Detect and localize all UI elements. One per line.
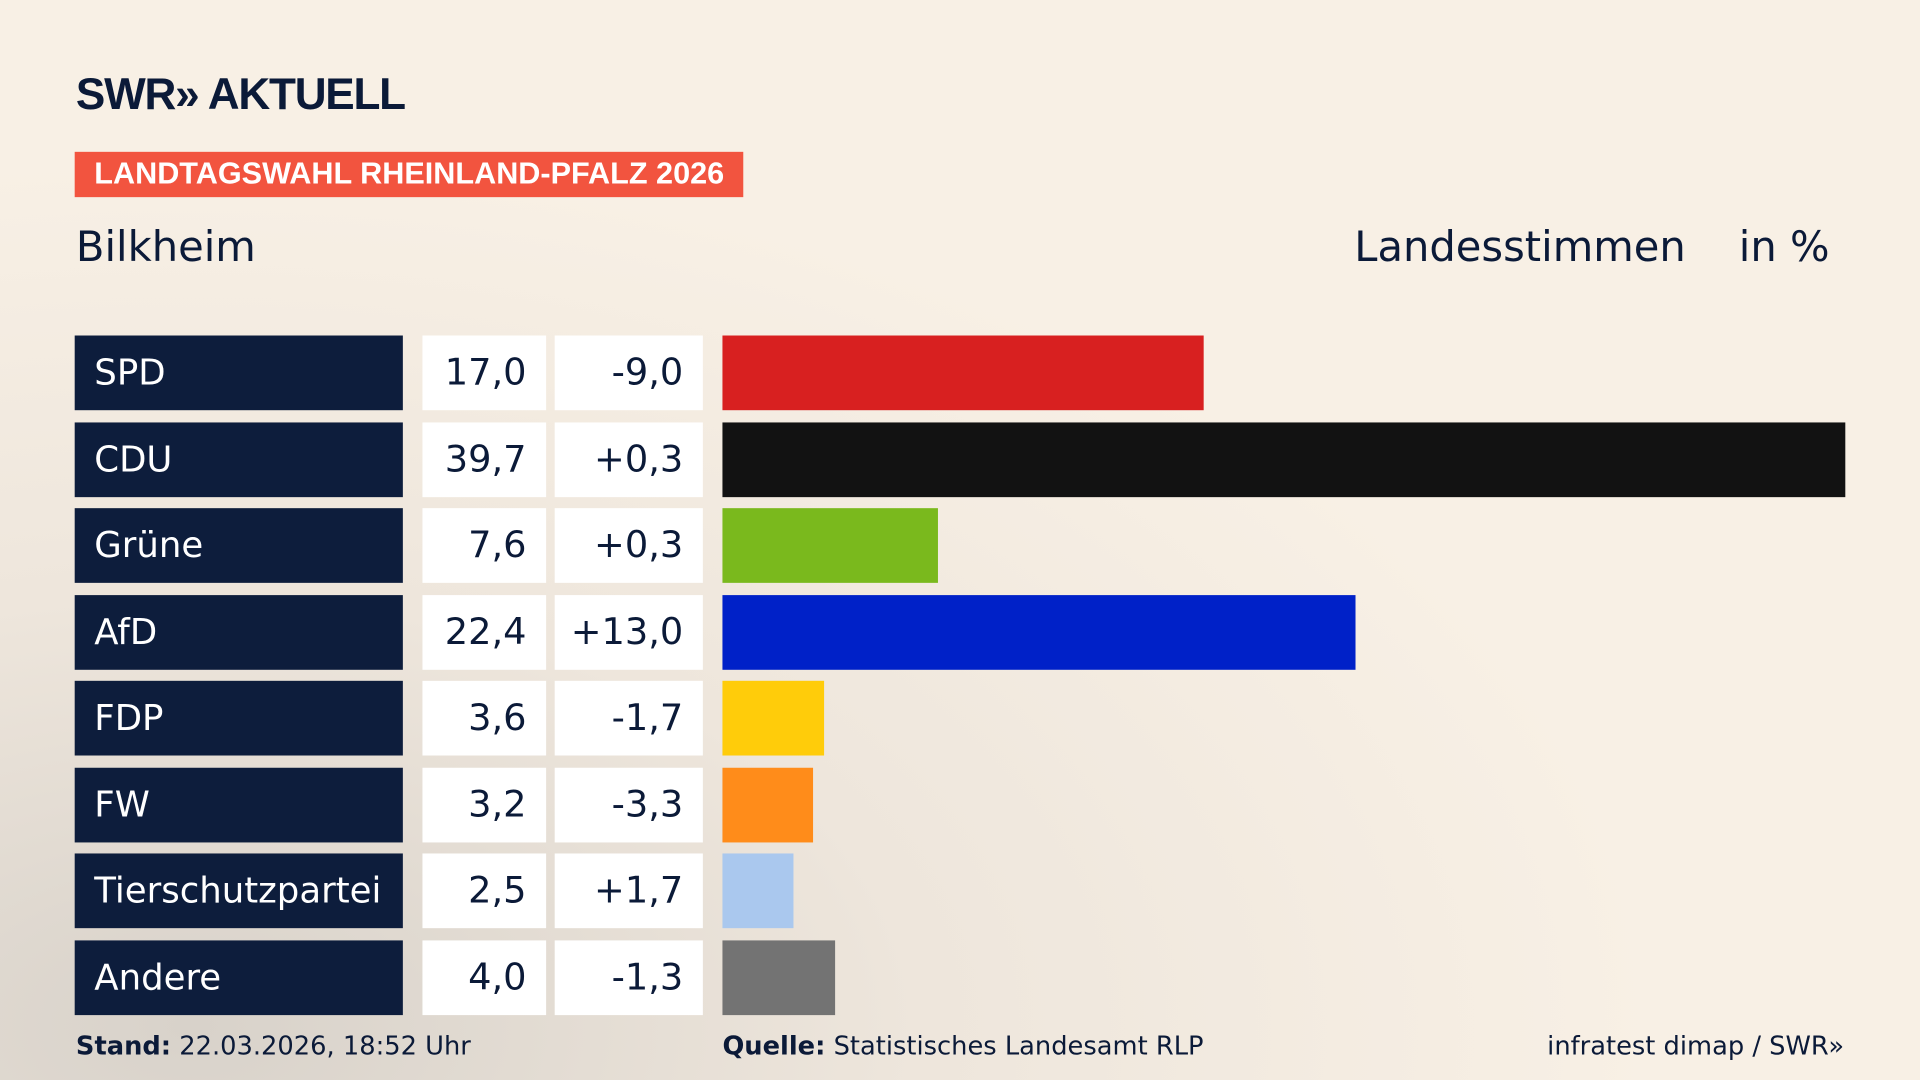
value-label: 2,5: [422, 853, 547, 929]
diff-label: -1,7: [554, 680, 703, 756]
bar: [722, 939, 836, 1015]
source-label: Quelle:: [722, 1031, 826, 1061]
bar: [722, 767, 813, 842]
swr-aktuell-logo: SWR» AKTUELL: [75, 68, 406, 119]
party-label: Andere: [74, 939, 403, 1015]
unit-header: in %: [1738, 222, 1830, 272]
value-label: 7,6: [422, 508, 547, 583]
stand-label: Stand:: [75, 1031, 172, 1061]
source-value: Statistisches Landesamt RLP: [833, 1031, 1204, 1061]
diff-label: -3,3: [554, 767, 703, 842]
bar: [722, 853, 794, 929]
credit: infratest dimap / SWR»: [1547, 1031, 1845, 1061]
value-label: 3,2: [422, 767, 547, 842]
source: Quelle: Statistisches Landesamt RLP: [722, 1031, 1203, 1060]
party-label: FW: [74, 767, 403, 842]
bar: [722, 680, 825, 756]
bar: [722, 421, 1846, 497]
party-label: SPD: [74, 335, 403, 411]
bar: [722, 508, 938, 583]
diff-label: -9,0: [554, 335, 703, 411]
diff-label: -1,3: [554, 939, 703, 1015]
party-label: Grüne: [74, 508, 403, 583]
value-label: 39,7: [422, 421, 547, 497]
vote-type-header: Landesstimmen: [1354, 222, 1686, 272]
stand-value: 22.03.2026, 18:52 Uhr: [179, 1031, 471, 1061]
value-label: 4,0: [422, 939, 547, 1015]
value-label: 22,4: [422, 594, 547, 670]
value-label: 17,0: [422, 335, 547, 411]
diff-label: +13,0: [554, 594, 703, 670]
diff-label: +1,7: [554, 853, 703, 929]
party-label: CDU: [74, 421, 403, 497]
diff-label: +0,3: [554, 508, 703, 583]
election-banner: LANDTAGSWAHL RHEINLAND-PFALZ 2026: [74, 151, 744, 198]
party-label: Tierschutzpartei: [74, 853, 403, 929]
party-label: AfD: [74, 594, 403, 670]
party-label: FDP: [74, 680, 403, 756]
diff-label: +0,3: [554, 421, 703, 497]
bar: [722, 594, 1356, 670]
bar: [722, 335, 1204, 411]
region-title: Bilkheim: [75, 222, 256, 272]
value-label: 3,6: [422, 680, 547, 756]
timestamp: Stand: 22.03.2026, 18:52 Uhr: [76, 1031, 471, 1060]
